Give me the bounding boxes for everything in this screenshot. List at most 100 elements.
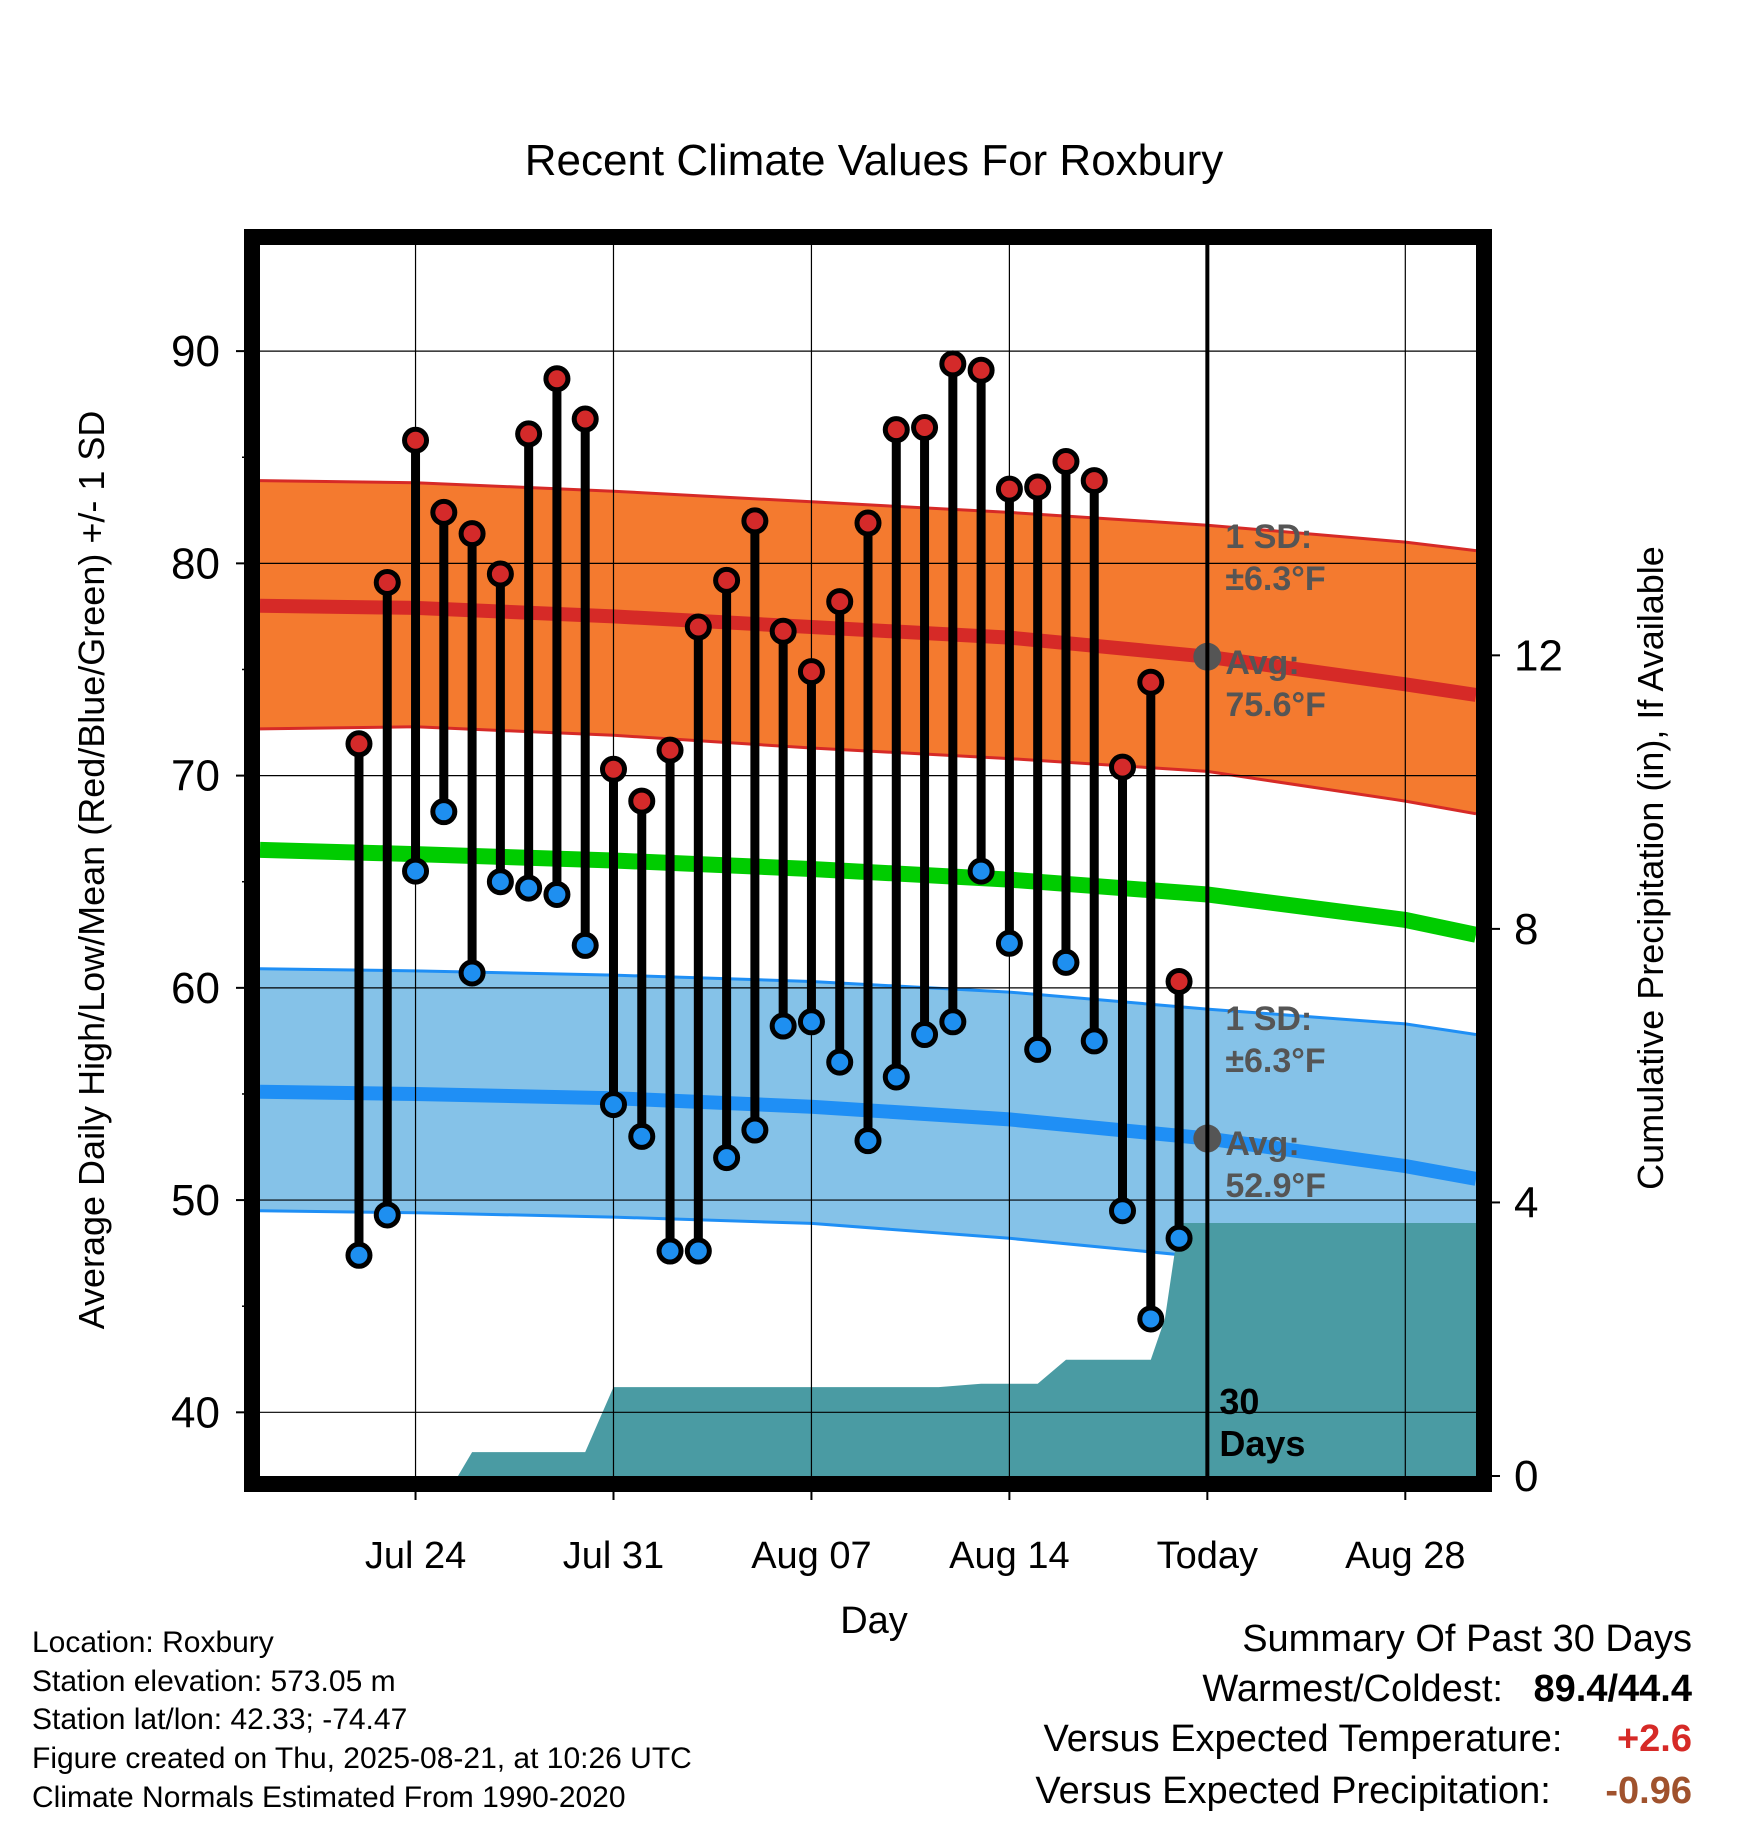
y-axis-label: Average Daily High/Low/Mean (Red/Blue/Gr…	[71, 411, 112, 1330]
daily-low-point	[599, 1091, 627, 1119]
x-tick-label: Aug 07	[751, 1535, 871, 1577]
daily-low-point	[345, 1241, 373, 1269]
daily-high-point	[882, 416, 910, 444]
high-avg-label: Avg:	[1225, 644, 1299, 682]
footer-elevation: Station elevation: 573.05 m	[32, 1665, 396, 1698]
y-tick-label: 50	[171, 1176, 220, 1225]
y-tick-label: 70	[171, 752, 220, 801]
high-avg-value: 75.6°F	[1225, 686, 1326, 724]
daily-low-point	[543, 880, 571, 908]
daily-high-point	[1080, 467, 1108, 495]
daily-high-point	[995, 475, 1023, 503]
daily-low-point	[939, 1008, 967, 1036]
daily-high-point	[486, 560, 514, 588]
summary-warm-cold: Warmest/Coldest: 89.4/44.4	[1202, 1668, 1692, 1711]
normal-high-lower-line	[260, 725, 1476, 816]
daily-low-point	[911, 1021, 939, 1049]
daily-high-point	[628, 787, 656, 815]
daily-low-point	[1052, 948, 1080, 976]
daily-low-point	[769, 1012, 797, 1040]
y-tick-label: 40	[171, 1388, 220, 1437]
low-avg-value: 52.9°F	[1225, 1167, 1326, 1205]
summary-temp: Versus Expected Temperature: +2.6	[1043, 1718, 1692, 1761]
summary-precip-label: Versus Expected Precipitation:	[1035, 1770, 1551, 1812]
footer-created: Figure created on Thu, 2025-08-21, at 10…	[32, 1742, 692, 1775]
daily-high-point	[1052, 447, 1080, 475]
daily-high-point	[939, 350, 967, 378]
daily-high-point	[515, 420, 543, 448]
daily-high-point	[1109, 753, 1137, 781]
daily-low-point	[628, 1122, 656, 1150]
chart-title: Recent Climate Values For Roxbury	[525, 136, 1224, 185]
daily-low-point	[967, 857, 995, 885]
daily-low-point	[797, 1008, 825, 1036]
daily-low-point	[1165, 1224, 1193, 1252]
daily-low-point	[515, 874, 543, 902]
y2-tick-label: 0	[1514, 1452, 1538, 1501]
daily-high-point	[797, 658, 825, 686]
daily-high-point	[741, 507, 769, 535]
daily-high-point	[1024, 473, 1052, 501]
low-sd-label: 1 SD:	[1225, 1000, 1312, 1038]
daily-high-point	[1137, 668, 1165, 696]
precip-area	[401, 1223, 1476, 1476]
daily-high-point	[430, 498, 458, 526]
daily-low-point	[882, 1063, 910, 1091]
y2-axis-label: Cumulative Precipitation (in), If Availa…	[1630, 546, 1671, 1190]
summary-temp-value: +2.6	[1616, 1718, 1692, 1760]
summary-precip-value: -0.96	[1605, 1770, 1692, 1812]
high-sd-label: 1 SD:	[1225, 518, 1312, 556]
summary-title: Summary Of Past 30 Days	[1242, 1618, 1692, 1660]
daily-high-point	[345, 730, 373, 758]
daily-high-point	[458, 520, 486, 548]
daily-high-point	[1165, 967, 1193, 995]
daily-low-point	[826, 1048, 854, 1076]
x-tick-label: Jul 24	[365, 1535, 466, 1577]
daily-high-point	[373, 568, 401, 596]
y-tick-label: 80	[171, 539, 220, 588]
daily-high-point	[571, 405, 599, 433]
daily-high-point	[826, 588, 854, 616]
daily-low-point	[571, 931, 599, 959]
normal-low-upper-line	[260, 967, 1476, 1036]
daily-high-point	[769, 617, 797, 645]
daily-low-point	[486, 868, 514, 896]
daily-low-point	[1080, 1027, 1108, 1055]
high-sd-value: ±6.3°F	[1225, 560, 1325, 598]
plot-inner: 1 SD: ±6.3°F Avg: 75.6°F 1 SD: ±6.3°F Avg: 52.9…	[260, 245, 1476, 1476]
daily-low-point	[656, 1237, 684, 1265]
daily-high-point	[967, 356, 995, 384]
daily-low-point	[741, 1116, 769, 1144]
x-tick-label: Jul 31	[563, 1535, 664, 1577]
x-tick-label: Aug 28	[1345, 1535, 1465, 1577]
daily-high-point	[713, 566, 741, 594]
daily-high-point	[656, 736, 684, 764]
plot-area: 1 SD: ±6.3°F Avg: 75.6°F 1 SD: ±6.3°F Avg: 52.9…	[171, 229, 1563, 1577]
summary-warm-cold-label: Warmest/Coldest:	[1202, 1668, 1503, 1710]
summary-precip: Versus Expected Precipitation: -0.96	[1035, 1770, 1692, 1813]
normal-high-line	[260, 598, 1476, 702]
plot-frame	[244, 229, 1492, 1492]
y2-tick-label: 12	[1514, 631, 1563, 680]
daily-low-point	[995, 929, 1023, 957]
normal-mean-line	[260, 841, 1476, 943]
daily-low-point	[1024, 1035, 1052, 1063]
summary-warm-cold-value: 89.4/44.4	[1533, 1668, 1692, 1710]
footer-location: Location: Roxbury	[32, 1626, 274, 1659]
daily-high-point	[543, 365, 571, 393]
y2-tick-label: 8	[1514, 905, 1538, 954]
daily-high-point	[599, 755, 627, 783]
today-marker-label-1: 30	[1219, 1381, 1259, 1422]
daily-low-point	[373, 1201, 401, 1229]
y-tick-label: 90	[171, 327, 220, 376]
daily-high-point	[684, 613, 712, 641]
y-tick-label: 60	[171, 964, 220, 1013]
footer-normals: Climate Normals Estimated From 1990-2020	[32, 1781, 626, 1814]
daily-low-point	[458, 959, 486, 987]
daily-low-point	[684, 1237, 712, 1265]
normal-low-line	[260, 1084, 1476, 1186]
summary-temp-label: Versus Expected Temperature:	[1043, 1718, 1563, 1760]
daily-high-point	[854, 509, 882, 537]
normal-high-upper-line	[260, 479, 1476, 553]
